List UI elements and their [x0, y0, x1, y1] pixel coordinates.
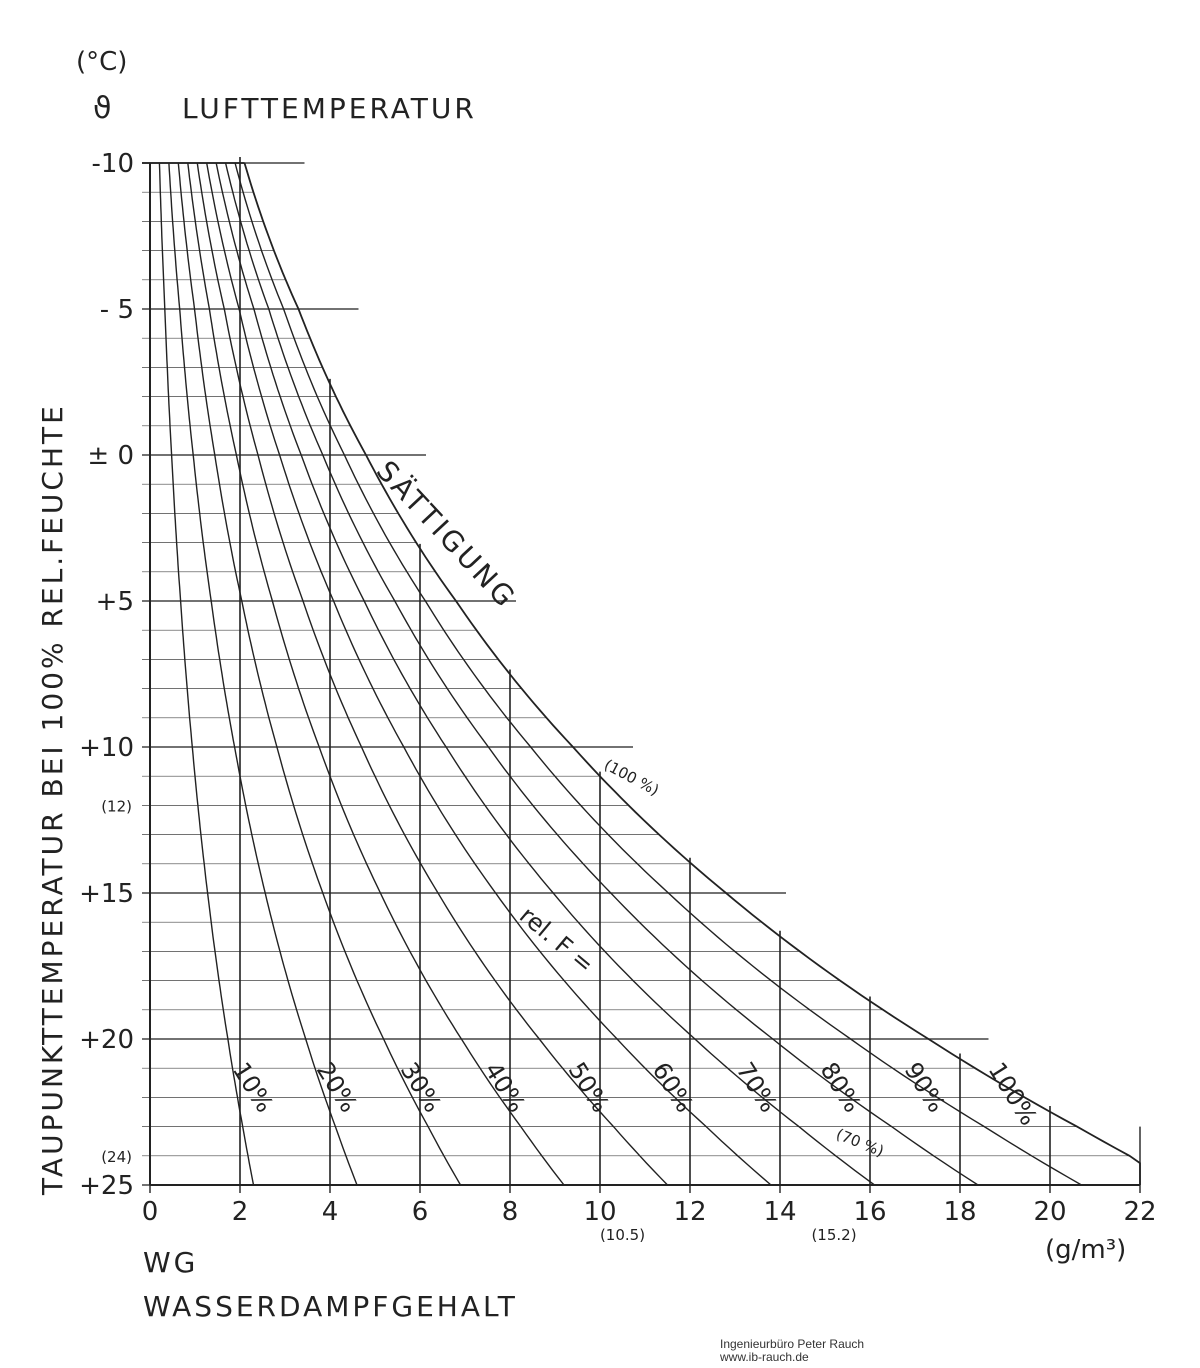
humidity-curve-80 — [224, 162, 979, 1186]
humidity-curve-70 — [215, 162, 875, 1186]
y-tick-label: - 5 — [100, 295, 134, 325]
y-axis-label: TAUPUNKTTEMPERATUR BEI 100% REL.FEUCHTE — [36, 403, 69, 1196]
curve-label-40: 40% — [479, 1057, 531, 1117]
saturation-label: SÄTTIGUNG — [370, 454, 523, 615]
curve-label-100: 100% — [983, 1057, 1043, 1130]
humidity-curve-10 — [158, 162, 255, 1186]
y-tick-label: +20 — [79, 1025, 134, 1055]
humidity-curves: 10% 20% 30% 40% 50% 60% 70% 80% 90% 100% — [158, 162, 1141, 1186]
x-tick-label: 16 — [853, 1197, 886, 1227]
curve-label-50: 50% — [563, 1057, 615, 1117]
y-tick-label: (24) — [101, 1148, 132, 1166]
x-tick-label: 22 — [1123, 1197, 1156, 1227]
x-axis-abbr: WG — [143, 1246, 198, 1279]
x-tick-label: 12 — [673, 1197, 706, 1227]
humidity-curve-50 — [196, 162, 669, 1186]
humidity-curve-90 — [234, 162, 1082, 1186]
x-annotation: (10.5) — [600, 1226, 645, 1244]
curve-label-20: 20% — [311, 1057, 363, 1117]
credit-name: Ingenieurbüro Peter Rauch — [720, 1337, 865, 1351]
curve-label-30: 30% — [395, 1057, 447, 1117]
y-tick-label: +5 — [96, 587, 134, 617]
credit-url: www.ib-rauch.de — [720, 1350, 809, 1364]
x-tick-label: 8 — [502, 1197, 519, 1227]
y-tick-label: +15 — [79, 879, 134, 909]
y-tick-label: +25 — [79, 1171, 134, 1201]
x-tick-label: 18 — [943, 1197, 976, 1227]
x-tick-label: 20 — [1033, 1197, 1066, 1227]
y-unit-label: (°C) — [76, 47, 127, 77]
annotation-100-inline: (100 %) — [601, 756, 662, 800]
y-tick-label: +10 — [79, 733, 134, 763]
credit: Ingenieurbüro Peter Rauch www.ib-rauch.d… — [720, 1338, 864, 1364]
curve-label-10: 10% — [227, 1057, 279, 1117]
x-annotation: (15.2) — [811, 1226, 856, 1244]
x-axis-unit: (g/m³) — [1045, 1235, 1126, 1265]
x-tick-label: 6 — [412, 1197, 429, 1227]
y-tick-label: -10 — [92, 149, 134, 179]
x-tick-label: 10 — [583, 1197, 616, 1227]
curve-label-90: 90% — [899, 1057, 951, 1117]
humidity-curve-40 — [187, 162, 565, 1186]
y-tick-label: (12) — [101, 797, 132, 815]
annotation-70-inline: (70 %) — [834, 1125, 887, 1160]
humidity-curve-100 — [243, 162, 1141, 1185]
x-tick-label: 0 — [142, 1197, 159, 1227]
humidity-curve-30 — [177, 162, 462, 1186]
x-tick-label: 2 — [232, 1197, 249, 1227]
x-tick-label: 4 — [322, 1197, 339, 1227]
theta-symbol: ϑ — [93, 91, 112, 126]
curve-label-60: 60% — [647, 1057, 699, 1117]
humidity-curve-20 — [168, 162, 358, 1186]
y-tick-label: ± 0 — [87, 441, 134, 471]
x-axis-label: WASSERDAMPFGEHALT — [143, 1290, 518, 1323]
curve-label-80: 80% — [815, 1057, 867, 1117]
axes: 0 2 4 6 8 10 12 14 16 18 20 22 (10.5) (15.2) -10 - 5 ± 0… — [79, 149, 1156, 1244]
grid — [142, 157, 1140, 1186]
chart-title: LUFTTEMPERATUR — [182, 92, 477, 125]
x-tick-label: 14 — [763, 1197, 796, 1227]
curve-label-prefix: rel. F = — [514, 901, 599, 979]
humidity-curve-60 — [206, 162, 772, 1186]
